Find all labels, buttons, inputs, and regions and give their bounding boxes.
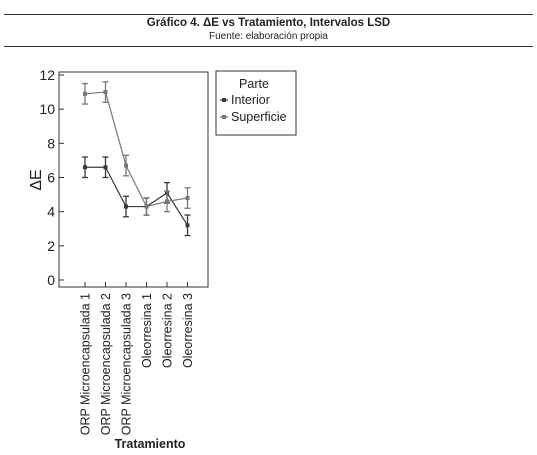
data-point [185, 196, 190, 200]
data-point [124, 204, 128, 209]
x-tick-label: Oleorresina 3 [181, 293, 195, 368]
series-superficie [82, 81, 191, 216]
data-point [144, 204, 149, 209]
x-tick-label: ORP Microencapsulada 3 [120, 293, 134, 435]
data-point [103, 90, 108, 95]
data-point [83, 91, 87, 96]
plot-frame [58, 71, 209, 288]
x-tick-label: ORP Microencapsulada 1 [79, 293, 93, 435]
y-axis-label: ΔE [28, 169, 45, 190]
y-tick-label: 6 [47, 170, 55, 186]
x-tick-label: Oleorresina 2 [161, 293, 175, 368]
y-tick-label: 0 [47, 272, 55, 288]
legend-label-superficie: Superficie [231, 110, 287, 124]
y-tick-label: 8 [47, 135, 55, 151]
x-tick-label: Oleorresina 1 [140, 293, 154, 368]
data-point [165, 199, 169, 204]
legend-label-interior: Interior [231, 93, 270, 107]
y-tick-label: 10 [39, 101, 55, 117]
data-point [124, 163, 128, 168]
legend-marker-interior [222, 98, 226, 102]
legend-marker-superficie [222, 115, 226, 119]
figure-title: Gráfico 4. ΔE vs Tratamiento, Intervalos… [146, 17, 391, 29]
figure-subtitle: Fuente: elaboración propia [209, 31, 328, 42]
data-point [103, 165, 108, 170]
legend-title: Parte [239, 77, 269, 91]
series-line [85, 166, 189, 226]
data-point [185, 223, 190, 228]
data-point [83, 165, 87, 170]
legend: Parte Interior Superficie [215, 70, 297, 136]
top-rule [4, 14, 533, 15]
x-axis-label: Tratamiento [115, 437, 186, 451]
y-tick-label: 4 [47, 204, 55, 220]
y-tick-label: 12 [39, 67, 55, 83]
header-bottom-rule [4, 46, 533, 47]
legend-box [215, 70, 297, 136]
y-tick-label: 2 [47, 238, 55, 254]
series-line [84, 91, 188, 208]
series-interior [82, 156, 191, 237]
x-tick-label: ORP Microencapsulada 2 [99, 293, 113, 435]
